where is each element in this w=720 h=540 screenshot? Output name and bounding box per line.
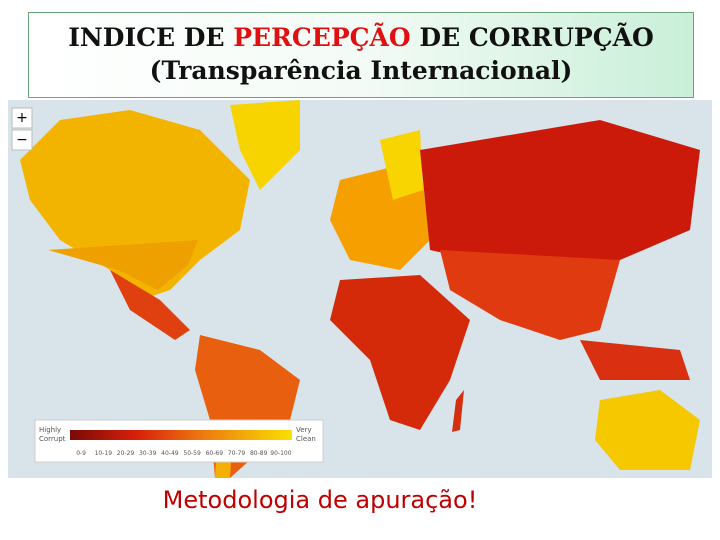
subtitle: (Transparência Internacional) — [149, 56, 573, 85]
southeast-asia — [580, 340, 690, 380]
legend-label: Clean — [296, 435, 316, 443]
legend-scale-bar — [70, 430, 292, 440]
legend-label: 90-100 — [270, 450, 291, 457]
legend-box — [34, 419, 324, 463]
asia — [440, 250, 620, 340]
legend-label: 30-39 — [139, 450, 157, 457]
legend-label: Corrupt — [39, 435, 66, 443]
title-part: DE CORRUPÇÃO — [410, 23, 654, 52]
africa — [330, 275, 470, 430]
title-highlight: PERCEPÇÃO — [233, 23, 411, 52]
zoom-in-button[interactable] — [11, 107, 33, 129]
madagascar — [452, 390, 464, 432]
legend-label: 0-9 — [76, 450, 86, 457]
legend-label: 80-89 — [250, 450, 268, 457]
legend-label: Very — [296, 426, 312, 434]
legend-label: 70-79 — [228, 450, 246, 457]
greenland — [230, 100, 300, 190]
title: INDICE DE PERCEPÇÃO DE CORRUPÇÃO — [29, 22, 693, 54]
title-box: INDICE DE PERCEPÇÃO DE CORRUPÇÃO (Transp… — [28, 12, 694, 98]
russia — [420, 120, 700, 270]
australia — [595, 390, 700, 470]
zoom-out[interactable]: − — [16, 132, 28, 148]
legend-label: 20-29 — [117, 450, 135, 457]
legend-label: 60-69 — [206, 450, 224, 457]
scandinavia — [380, 130, 423, 200]
central-america — [110, 270, 190, 340]
legend-label: 50-59 — [183, 450, 201, 457]
caption: Metodologia de apuração! — [162, 486, 478, 514]
title-part: INDICE DE — [68, 23, 234, 52]
zoom-out-button[interactable] — [11, 129, 33, 151]
legend-label: Highly — [39, 426, 61, 434]
legend-label: 10-19 — [95, 450, 113, 457]
legend-label: 40-49 — [161, 450, 179, 457]
usa — [48, 240, 198, 290]
zoom-in[interactable]: + — [16, 110, 28, 126]
